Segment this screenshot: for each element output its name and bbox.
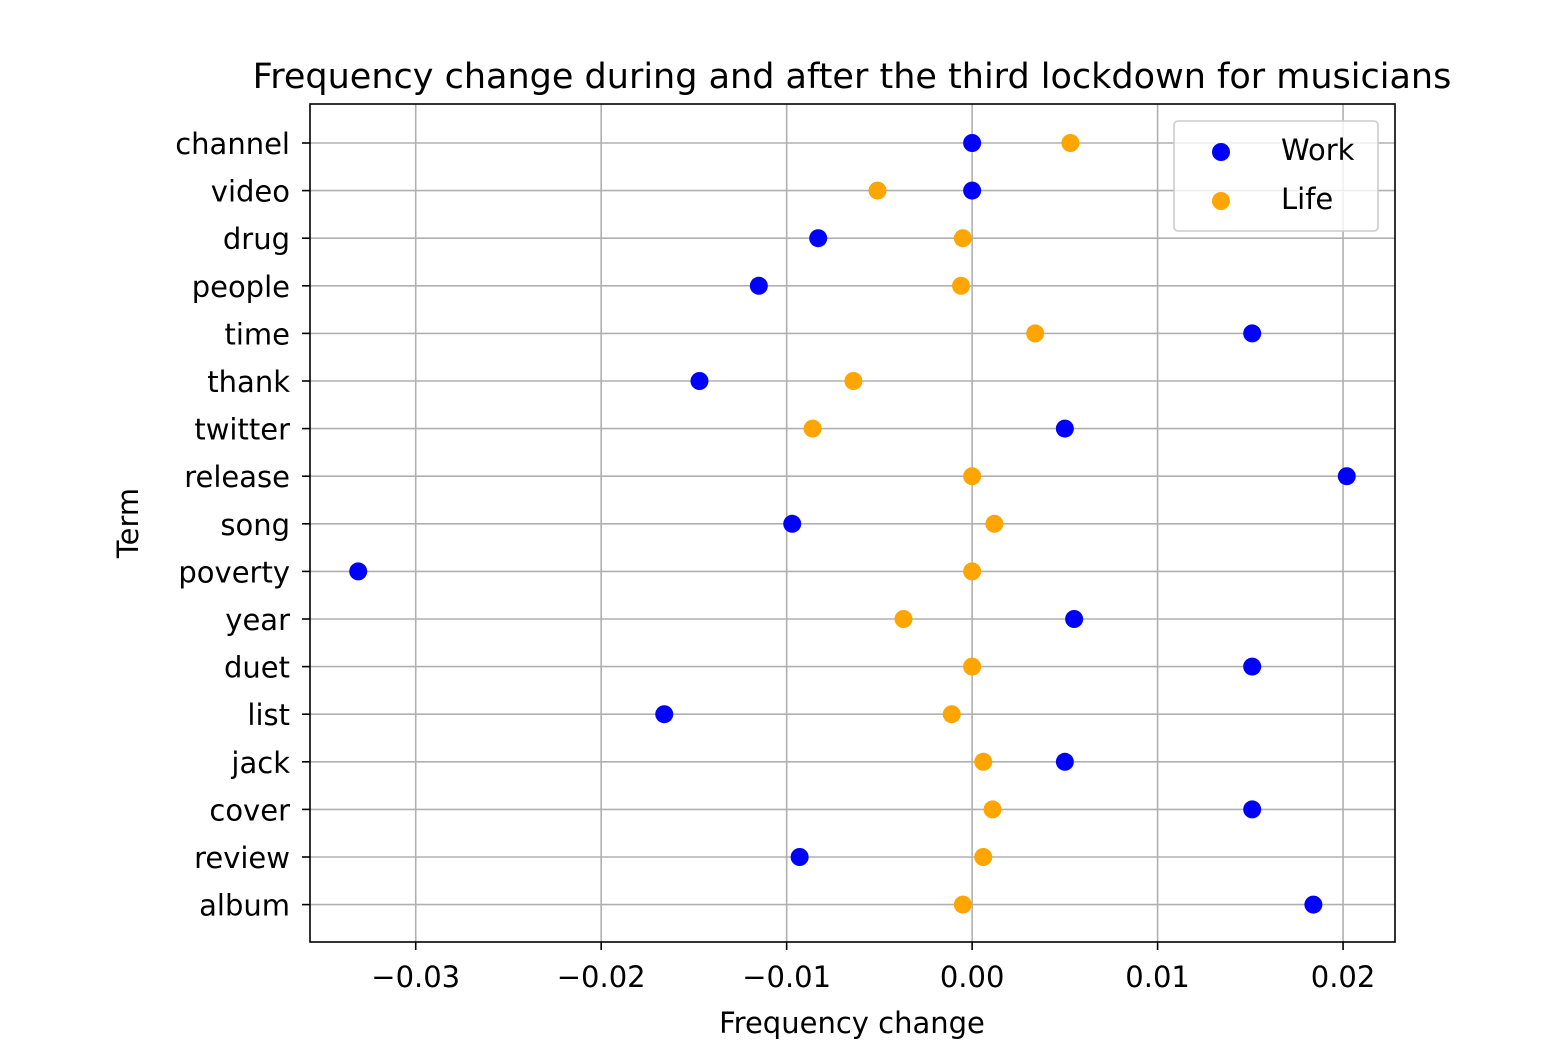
y-tick-label: drug [223,222,290,256]
y-tick-label: song [220,508,290,542]
point-life-song [985,514,1004,533]
point-life-jack [974,752,993,771]
point-life-review [974,848,993,866]
x-tick-label: 0.02 [1311,960,1376,994]
y-tick-label: video [211,175,290,209]
point-work-duet [1243,657,1262,676]
point-life-people [952,276,970,295]
x-tick-label: −0.03 [371,960,460,994]
point-life-duet [963,657,982,676]
point-life-drug [953,229,972,248]
tick-layer: −0.03 −0.02 −0.01 0.00 0.01 0.02 channel video d… [175,127,1375,994]
y-axis-label: Term [111,488,145,559]
y-tick-label: poverty [178,555,290,589]
grid-layer [310,104,1395,942]
x-tick-label: −0.01 [742,960,831,994]
point-work-jack [1055,752,1074,771]
point-life-release [963,467,982,486]
point-work-album [1304,895,1323,914]
legend: Work Life [1173,120,1379,232]
point-life-year [894,610,913,628]
y-tick-label: year [225,603,290,637]
y-tick-label: people [192,270,290,304]
point-work-cover [1243,800,1262,819]
x-tick-label: −0.02 [557,960,646,994]
plot-frame [309,103,1396,943]
y-tick-label: thank [207,365,290,399]
legend-label-life: Life [1281,182,1333,216]
point-life-cover [983,800,1002,819]
point-work-song [783,514,802,533]
point-work-time [1243,324,1262,343]
point-work-people [749,276,768,295]
y-tick-label: release [184,460,290,494]
point-work-year [1065,610,1084,628]
point-life-video [868,181,887,200]
y-tick-label: cover [209,793,290,827]
legend-marker-life [1212,192,1230,210]
y-tick-label: time [224,317,290,351]
point-work-poverty [349,562,368,581]
y-tick-label: list [247,698,290,732]
point-life-poverty [963,562,982,581]
point-work-drug [809,229,828,248]
point-work-channel [963,134,982,152]
point-layer [349,134,1356,914]
point-life-time [1026,324,1045,343]
point-life-twitter [803,419,822,438]
x-tick-label: 0.00 [940,960,1005,994]
x-tick-label: 0.01 [1125,960,1190,994]
y-tick-label: jack [230,746,290,780]
legend-label-work: Work [1281,133,1355,167]
point-life-channel [1061,134,1080,152]
point-work-video [963,181,982,200]
point-work-twitter [1055,419,1074,438]
y-tick-label: album [199,889,290,923]
point-life-album [953,895,972,914]
point-life-list [942,705,961,724]
legend-marker-work [1212,143,1230,161]
y-tick-label: review [194,841,290,875]
point-work-list [655,705,674,724]
y-tick-label: channel [175,127,290,161]
point-work-thank [690,372,709,390]
chart-title: Frequency change during and after the th… [253,57,1452,97]
point-work-review [790,848,809,866]
y-tick-label: duet [224,651,290,685]
point-work-release [1337,467,1356,486]
point-life-thank [844,372,863,390]
y-tick-label: twitter [194,413,290,447]
x-axis-label: Frequency change [719,1006,985,1040]
